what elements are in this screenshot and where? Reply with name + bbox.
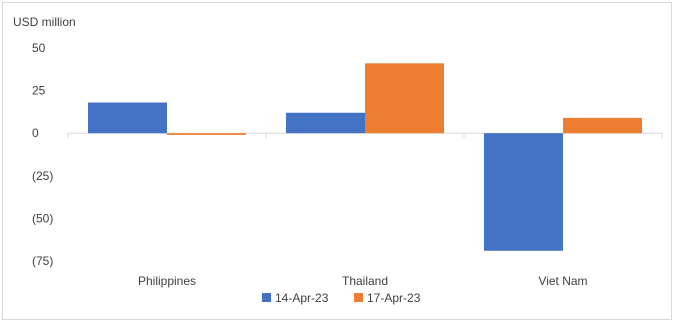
legend-label-1: 14-Apr-23 xyxy=(275,291,329,305)
y-tick-label: 25 xyxy=(32,84,46,98)
legend-swatch-2 xyxy=(354,293,363,302)
bar-philippines-series-2 xyxy=(167,133,246,135)
y-tick-label: (75) xyxy=(32,254,53,268)
legend-label-2: 17-Apr-23 xyxy=(367,291,421,305)
y-tick-label: (25) xyxy=(32,169,53,183)
x-tick-label: Viet Nam xyxy=(538,274,587,288)
y-axis-title: USD million xyxy=(13,15,76,29)
bar-viet-nam-series-2 xyxy=(563,117,642,134)
y-tick-label: (50) xyxy=(32,211,53,225)
bar-philippines-series-1 xyxy=(88,102,167,134)
bar-thailand-series-1 xyxy=(286,112,365,134)
bar-viet-nam-series-1 xyxy=(484,133,563,251)
bar-thailand-series-2 xyxy=(365,63,444,134)
y-tick-label: 0 xyxy=(32,126,39,140)
x-tick-label: Thailand xyxy=(342,274,388,288)
legend-swatch-1 xyxy=(262,293,271,302)
x-tick-label: Philippines xyxy=(138,274,196,288)
y-tick-label: 50 xyxy=(32,41,46,55)
